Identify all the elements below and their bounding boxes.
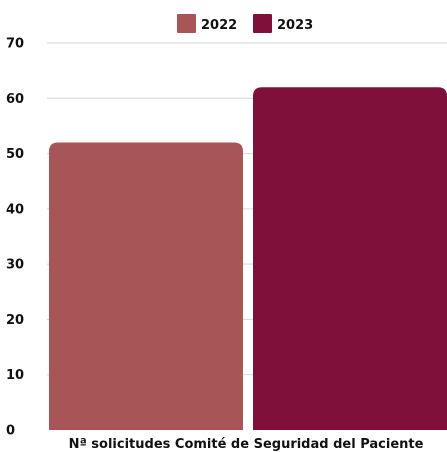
legend-label-2022: 2022 <box>201 18 237 33</box>
y-tick-label-20: 20 <box>6 313 24 328</box>
legend-swatch-2022 <box>177 14 196 33</box>
y-tick-label-60: 60 <box>6 92 24 107</box>
y-tick-label-50: 50 <box>6 147 24 162</box>
y-tick-label-70: 70 <box>6 37 24 52</box>
y-tick-label-30: 30 <box>6 258 24 273</box>
y-tick-label-0: 0 <box>6 424 15 439</box>
y-axis-ticks: 0 10 20 30 40 50 60 70 <box>6 37 24 439</box>
bar-2023 <box>253 87 447 430</box>
bar-2022 <box>49 142 243 430</box>
category-label: Nª solicitudes Comité de Seguridad del P… <box>69 437 424 452</box>
bars <box>49 87 447 430</box>
y-tick-label-40: 40 <box>6 202 24 217</box>
legend-swatch-2023 <box>253 14 272 33</box>
y-tick-label-10: 10 <box>6 368 24 383</box>
legend-label-2023: 2023 <box>277 18 313 33</box>
legend: 2022 2023 <box>177 14 313 33</box>
